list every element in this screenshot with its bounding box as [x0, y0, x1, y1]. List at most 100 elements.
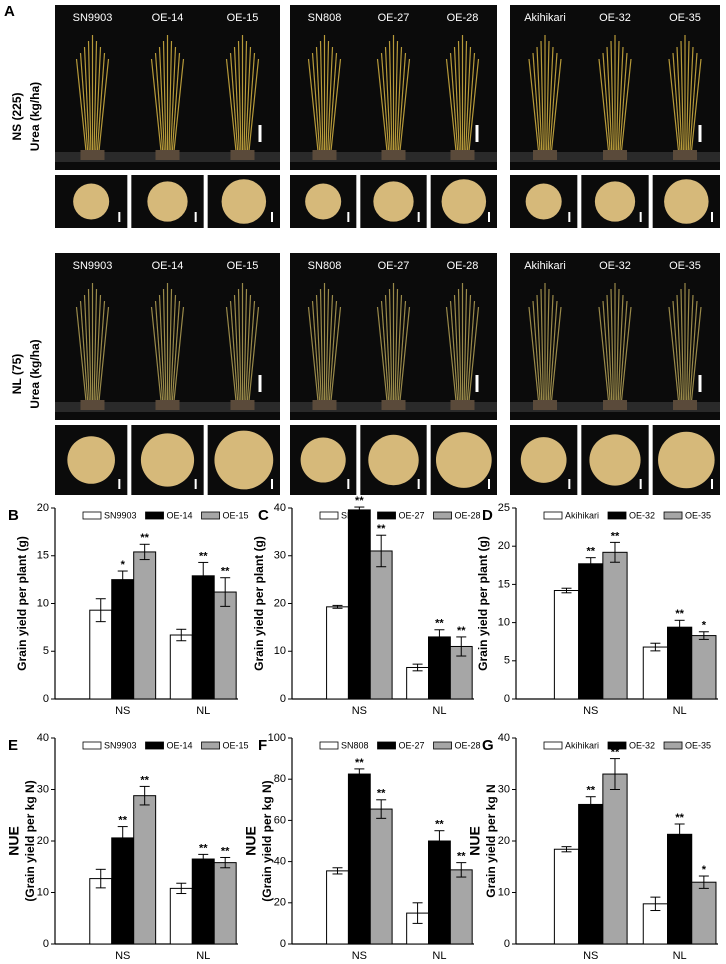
unit-label: Urea (kg/ha)	[28, 339, 42, 408]
stalk	[83, 46, 91, 157]
bar	[369, 808, 393, 945]
legend-swatch	[145, 511, 164, 520]
stalk	[445, 306, 458, 407]
stalk	[464, 46, 472, 157]
stalk	[687, 46, 694, 157]
x-tick-label: NL	[673, 705, 687, 717]
line-label: OE-14	[152, 12, 184, 24]
y-tick-label: 10	[274, 645, 286, 657]
stalk	[315, 46, 323, 157]
stalk	[688, 52, 698, 157]
line-label: Akihikari	[524, 260, 566, 272]
y-tick-label: 20	[274, 597, 286, 609]
stalk	[536, 294, 543, 407]
stalk	[453, 46, 461, 157]
significance: **	[199, 550, 208, 562]
pot	[80, 400, 105, 410]
line-label: OE-15	[227, 12, 259, 24]
stalk	[550, 306, 562, 407]
stalk	[397, 52, 407, 157]
grain-pile	[368, 434, 419, 486]
pot	[230, 150, 255, 160]
y-tick-label: 30	[37, 783, 49, 795]
stalk	[75, 306, 88, 407]
significance: *	[121, 559, 126, 571]
bar	[213, 862, 237, 945]
significance: **	[586, 785, 595, 797]
stalk	[615, 40, 620, 157]
stalk	[602, 300, 612, 407]
significance: **	[611, 530, 620, 542]
stalk	[445, 58, 458, 157]
line-label: OE-35	[669, 12, 701, 24]
line-label: Akihikari	[524, 12, 566, 24]
stalk	[550, 58, 562, 157]
stalk	[463, 288, 468, 407]
legend-swatch	[607, 741, 627, 750]
y-tick-label: 0	[280, 938, 286, 950]
legend-label: OE-32	[629, 740, 655, 750]
stalk	[158, 46, 166, 157]
bar	[111, 579, 135, 700]
stalk	[528, 58, 540, 157]
legend-label: SN9903	[104, 510, 137, 520]
pot	[155, 400, 180, 410]
panel-letter: G	[482, 737, 494, 754]
y-tick-label: 5	[504, 655, 510, 667]
stalk	[96, 300, 106, 407]
bar	[667, 626, 693, 700]
stalk	[545, 288, 550, 407]
bar	[428, 636, 451, 700]
stalk	[547, 294, 554, 407]
legend-swatch	[543, 511, 563, 520]
y-tick-label: 15	[498, 578, 510, 590]
grain-pile	[373, 181, 414, 222]
line-label: OE-28	[447, 12, 479, 24]
stalk	[548, 52, 558, 157]
significance: *	[702, 620, 707, 632]
legend-label: OE-28	[455, 740, 481, 750]
stalk	[94, 46, 102, 157]
stalk	[606, 294, 613, 407]
stalk	[545, 40, 550, 157]
stalk	[457, 40, 462, 157]
stalk	[225, 306, 238, 407]
legend-label: OE-14	[167, 740, 193, 750]
stalk	[243, 288, 248, 407]
grain-pile	[67, 436, 115, 484]
significance: **	[118, 814, 127, 826]
stalk	[615, 288, 620, 407]
pot	[381, 400, 406, 410]
y-tick-label: 100	[268, 732, 286, 744]
stalk	[75, 58, 88, 157]
grain-pile	[658, 431, 715, 489]
stalk	[96, 52, 106, 157]
grain-pile	[664, 179, 709, 224]
bar	[449, 869, 473, 945]
bar	[326, 606, 349, 700]
significance: **	[586, 546, 595, 558]
bar	[191, 575, 215, 700]
line-label: OE-35	[669, 260, 701, 272]
bar	[553, 848, 580, 945]
y-tick-label: 25	[498, 502, 510, 514]
x-tick-label: NL	[196, 950, 210, 959]
significance: **	[355, 495, 364, 507]
stalk	[398, 306, 411, 407]
y-tick-label: 5	[43, 645, 49, 657]
legend-label: OE-15	[223, 740, 249, 750]
pot	[450, 150, 475, 160]
x-tick-label: NL	[432, 950, 446, 959]
y-axis-label: NUE	[467, 826, 483, 856]
stalk	[680, 40, 685, 157]
line-label: OE-32	[599, 12, 631, 24]
stalk	[97, 58, 110, 157]
legend-label: OE-28	[455, 510, 481, 520]
stalk	[158, 294, 166, 407]
stalk	[467, 58, 480, 157]
line-label: SN808	[308, 260, 342, 272]
pot	[450, 400, 475, 410]
y-tick-label: 80	[274, 773, 286, 785]
legend-swatch	[82, 511, 102, 520]
stalk	[171, 52, 181, 157]
